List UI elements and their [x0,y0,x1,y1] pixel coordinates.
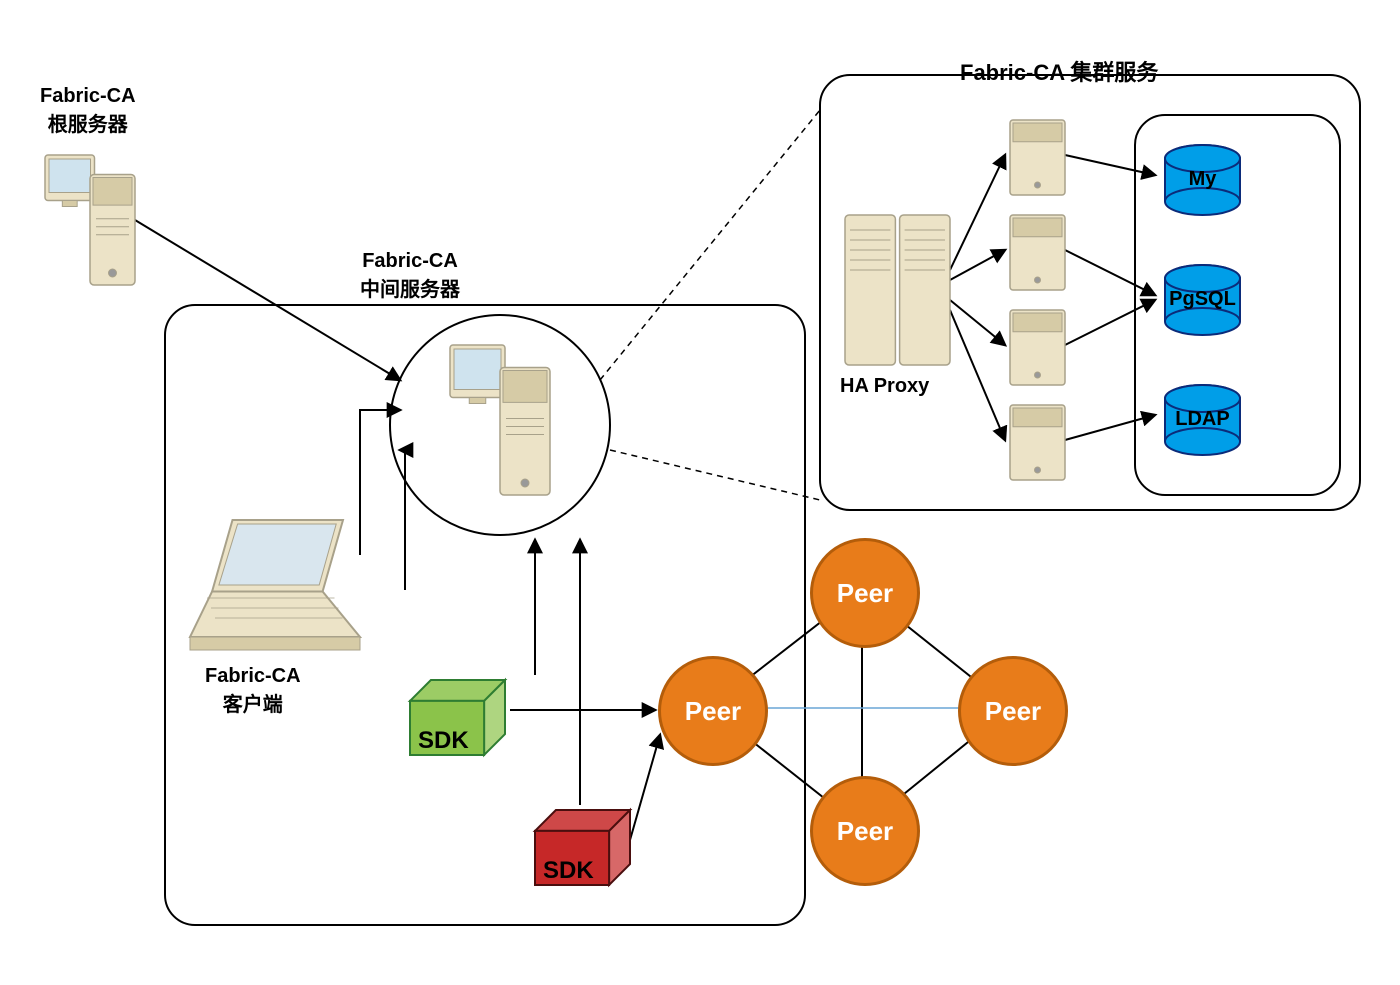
root-server-icon [45,155,135,285]
dashed-connector-1 [610,450,820,500]
cluster-mini-server-0 [1010,120,1065,195]
peer-node-1: Peer [810,538,920,648]
db-label-2: LDAP [1165,408,1240,431]
main-container-box [165,305,805,925]
arrow-7 [950,155,1005,270]
arrow-1 [360,410,400,555]
peer-node-3: Peer [958,656,1068,766]
root-server-label: Fabric-CA 根服务器 [40,85,136,137]
db-label-1: PgSQL [1165,288,1240,311]
arrow-6 [630,735,660,840]
arrow-10 [950,310,1005,440]
peer-node-2: Peer [810,776,920,886]
cluster-container-box [820,75,1360,510]
arrow-12 [1065,250,1155,295]
cluster-mini-server-3 [1010,405,1065,480]
ha-proxy-server-icon [845,215,950,365]
arrow-14 [1065,415,1155,440]
arrow-8 [950,250,1005,280]
cluster-title-label: Fabric-CA 集群服务 [960,55,1158,87]
intermediate-server-label: Fabric-CA 中间服务器 [360,250,460,302]
arrow-13 [1065,300,1155,345]
intermediate-server-icon [450,345,550,495]
cluster-mini-server-2 [1010,310,1065,385]
cluster-mini-server-1 [1010,215,1065,290]
client-label: Fabric-CA 客户端 [205,665,301,717]
arrow-2 [400,450,405,590]
client-laptop-icon [190,520,360,650]
ha-proxy-label: HA Proxy [840,375,929,398]
intermediate-server-circle [390,315,610,535]
dashed-connector-0 [600,110,820,380]
peer-node-0: Peer [658,656,768,766]
sdk-label-green: SDK [418,727,469,755]
arrow-9 [950,300,1005,345]
db-label-0: My [1165,168,1240,191]
sdk-label-red: SDK [543,857,594,885]
arrow-11 [1065,155,1155,175]
